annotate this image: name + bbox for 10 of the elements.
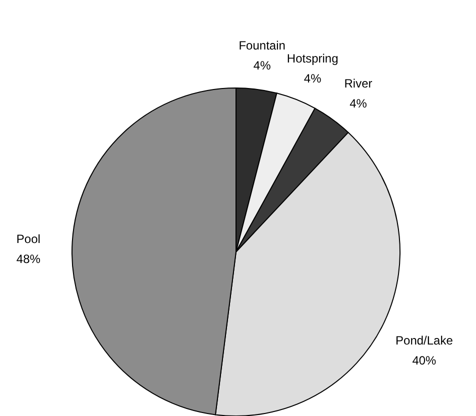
- data-label: 40%: [412, 354, 437, 368]
- slice-label: Fountain: [238, 38, 286, 53]
- data-label: 4%: [253, 58, 272, 73]
- slice-label: Pond/Lake: [396, 334, 454, 348]
- data-label: 4%: [350, 96, 368, 111]
- data-label: 4%: [304, 72, 322, 86]
- data-label: 48%: [16, 252, 41, 266]
- slice-label: Hotspring: [286, 52, 338, 66]
- slice-label: River: [344, 76, 372, 91]
- slice-label: Pool: [16, 232, 40, 246]
